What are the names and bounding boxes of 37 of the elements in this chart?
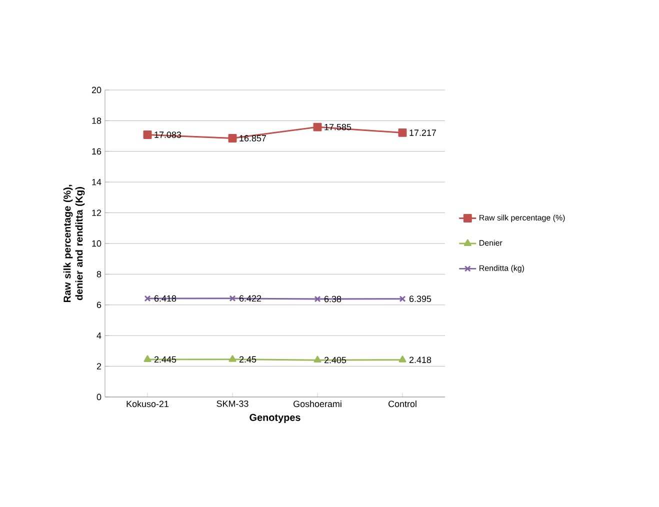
x-axis-title: Genotypes [250, 414, 300, 423]
y-tick-label: 2 [96, 363, 102, 370]
x-tick-label: SKM-33 [216, 400, 248, 407]
y-tick-label: 16 [92, 148, 102, 155]
y-tick-label: 0 [96, 394, 102, 400]
point [143, 130, 152, 139]
y-tick-label: 10 [92, 240, 102, 247]
x-tick-label: Kokuso-21 [126, 400, 168, 408]
point [228, 355, 236, 362]
data-label: 16.857 [240, 135, 266, 142]
data-label: 2.418 [409, 356, 432, 364]
x-tick-label: Control [388, 400, 416, 408]
data-label: 2.45 [239, 356, 256, 363]
data-label: 6.38 [324, 296, 342, 302]
point [228, 134, 237, 142]
data-label: 17.217 [410, 130, 436, 136]
data-label: 6.422 [239, 295, 262, 302]
point [398, 356, 406, 362]
y-tick-label: 4 [96, 332, 102, 339]
x-tick-label: Goshoerami [294, 400, 342, 408]
data-label: 6.418 [154, 295, 176, 302]
y-tick-label: 12 [92, 210, 102, 216]
point [314, 356, 322, 363]
y-tick-label: 14 [92, 178, 102, 186]
y-tick-label: 8 [96, 271, 102, 278]
point [398, 128, 407, 137]
point [313, 122, 322, 132]
y-axis-title: Raw silk percentage (%), denier and renditta (Kg) [63, 184, 85, 302]
point [229, 295, 236, 302]
y-tick-label: 6 [96, 302, 102, 308]
y-tick-label: 18 [92, 118, 102, 124]
y-tick-label: 20 [92, 86, 102, 94]
point [314, 296, 321, 302]
data-label: 6.395 [409, 296, 432, 302]
point [144, 355, 152, 362]
data-label: 2.405 [324, 356, 346, 364]
data-label: 2.445 [154, 356, 176, 363]
